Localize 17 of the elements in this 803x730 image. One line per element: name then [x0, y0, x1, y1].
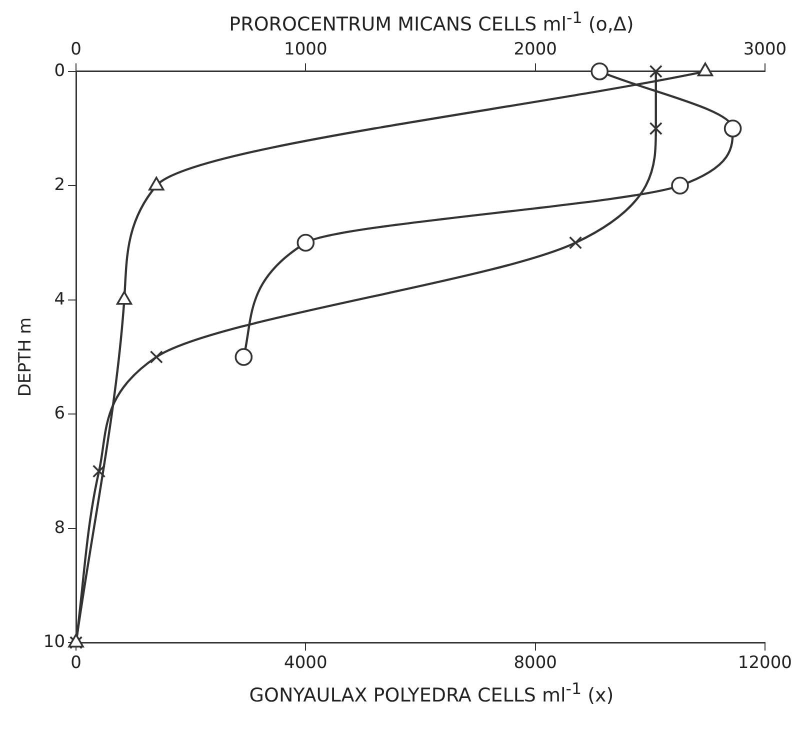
x-tick-label: 12000 — [738, 654, 792, 674]
y-axis-title: DEPTH m — [16, 318, 36, 397]
x-axis-title: GONYAULAX POLYEDRA CELLS ml$^{-1}$ (x) — [248, 679, 615, 707]
x2-axis-title: PROROCENTRUM MICANS CELLS ml$^{-1}$ (o,Δ) — [228, 8, 635, 36]
x2-tick-label: 0 — [70, 40, 82, 60]
x2-tick-label: 2000 — [514, 40, 557, 60]
x2-tick-label: 1000 — [284, 40, 328, 60]
y-tick-label: 6 — [54, 404, 66, 424]
y-tick-label: 2 — [54, 175, 66, 196]
y-tick-label: 0 — [54, 61, 66, 82]
x-tick-label: 4000 — [284, 654, 328, 674]
x-tick-label: 8000 — [514, 654, 557, 674]
x-tick-label: 0 — [70, 654, 82, 674]
y-tick-label: 8 — [54, 518, 66, 538]
x2-tick-label: 3000 — [743, 40, 787, 60]
y-tick-label: 10 — [43, 632, 66, 652]
y-tick-label: 4 — [54, 290, 66, 310]
